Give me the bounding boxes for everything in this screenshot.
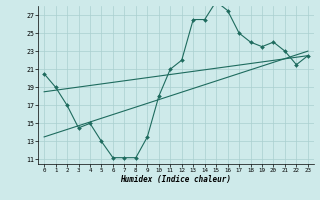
- X-axis label: Humidex (Indice chaleur): Humidex (Indice chaleur): [121, 175, 231, 184]
